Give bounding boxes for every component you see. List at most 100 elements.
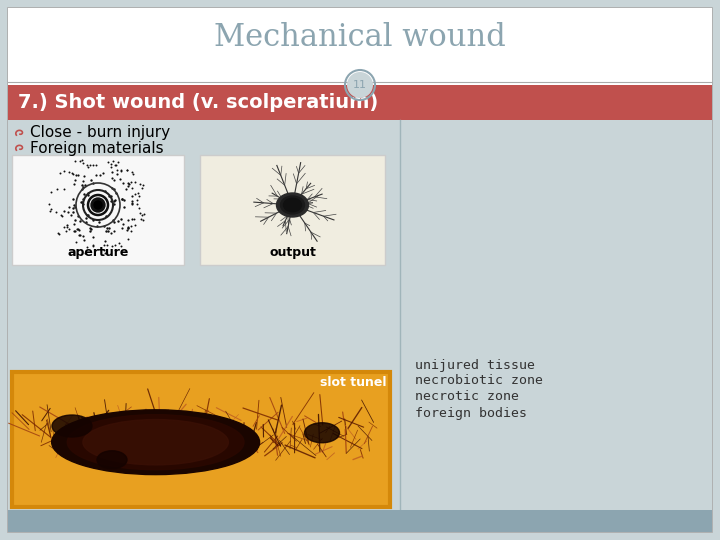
Point — [84, 160, 96, 169]
Point — [103, 157, 114, 166]
Point — [109, 199, 120, 208]
Point — [122, 216, 134, 225]
Point — [52, 229, 63, 238]
Point — [91, 170, 102, 179]
Ellipse shape — [305, 423, 340, 443]
Ellipse shape — [284, 198, 302, 212]
Point — [66, 211, 77, 219]
Point — [85, 224, 96, 233]
Circle shape — [347, 72, 373, 98]
Point — [99, 240, 110, 249]
Point — [77, 177, 89, 185]
Point — [78, 194, 89, 203]
Point — [136, 184, 148, 193]
Point — [73, 217, 85, 226]
Point — [67, 169, 78, 178]
Point — [87, 241, 99, 249]
Point — [78, 236, 90, 245]
Point — [58, 207, 70, 216]
Text: foreign bodies: foreign bodies — [415, 407, 527, 420]
Point — [126, 197, 138, 206]
Ellipse shape — [97, 451, 127, 469]
Point — [122, 234, 134, 243]
Text: slot tunel: slot tunel — [320, 376, 386, 389]
Point — [117, 195, 128, 204]
Point — [87, 160, 99, 169]
Point — [121, 166, 132, 174]
Point — [109, 195, 121, 204]
Point — [63, 203, 74, 212]
Point — [77, 183, 89, 191]
Point — [126, 192, 138, 200]
Point — [115, 166, 127, 175]
Point — [79, 249, 91, 258]
Point — [73, 231, 85, 239]
Point — [112, 217, 124, 226]
Point — [76, 181, 88, 190]
Point — [67, 204, 78, 212]
Point — [127, 170, 138, 178]
Point — [99, 187, 111, 195]
Point — [134, 209, 145, 218]
Point — [111, 188, 122, 197]
Point — [74, 231, 86, 239]
Point — [72, 212, 84, 220]
Point — [54, 169, 66, 178]
Text: Foreign materials: Foreign materials — [30, 140, 163, 156]
Point — [58, 185, 69, 194]
FancyBboxPatch shape — [8, 510, 712, 532]
Point — [138, 210, 149, 218]
Point — [78, 159, 89, 168]
Point — [129, 220, 140, 229]
Point — [55, 211, 67, 219]
Point — [87, 178, 99, 187]
Point — [114, 174, 126, 183]
Point — [106, 168, 117, 177]
Point — [68, 227, 80, 235]
Text: 11: 11 — [353, 80, 367, 90]
Point — [63, 168, 74, 177]
Point — [63, 225, 75, 234]
Point — [93, 218, 104, 227]
Point — [88, 242, 99, 251]
Point — [45, 205, 57, 213]
Point — [117, 219, 129, 228]
Point — [132, 192, 144, 200]
Point — [80, 180, 91, 189]
Point — [87, 233, 99, 241]
Point — [58, 166, 70, 175]
FancyBboxPatch shape — [12, 155, 184, 265]
Text: Mechanical wound: Mechanical wound — [214, 23, 506, 53]
Text: Close - burn injury: Close - burn injury — [30, 125, 170, 140]
Point — [82, 191, 94, 199]
Point — [102, 227, 114, 235]
Point — [76, 156, 88, 165]
Point — [112, 170, 123, 178]
Point — [77, 232, 89, 240]
Point — [68, 219, 80, 228]
Point — [120, 185, 132, 193]
Point — [111, 166, 122, 174]
Point — [135, 214, 147, 223]
Point — [83, 188, 94, 197]
Point — [45, 207, 56, 215]
Ellipse shape — [52, 415, 92, 437]
Ellipse shape — [83, 420, 228, 465]
Point — [104, 224, 115, 232]
FancyBboxPatch shape — [8, 120, 712, 512]
Point — [50, 207, 61, 216]
Point — [106, 197, 117, 205]
Point — [122, 178, 134, 187]
Text: unijured tissue: unijured tissue — [415, 359, 535, 372]
FancyBboxPatch shape — [200, 155, 385, 265]
Point — [101, 212, 112, 220]
Point — [82, 163, 94, 172]
Point — [108, 157, 120, 166]
Point — [45, 187, 57, 196]
Point — [99, 249, 111, 258]
Point — [109, 246, 121, 254]
Ellipse shape — [276, 193, 308, 217]
Point — [116, 224, 127, 232]
Text: necrobiotic zone: necrobiotic zone — [415, 375, 543, 388]
Point — [76, 185, 88, 194]
